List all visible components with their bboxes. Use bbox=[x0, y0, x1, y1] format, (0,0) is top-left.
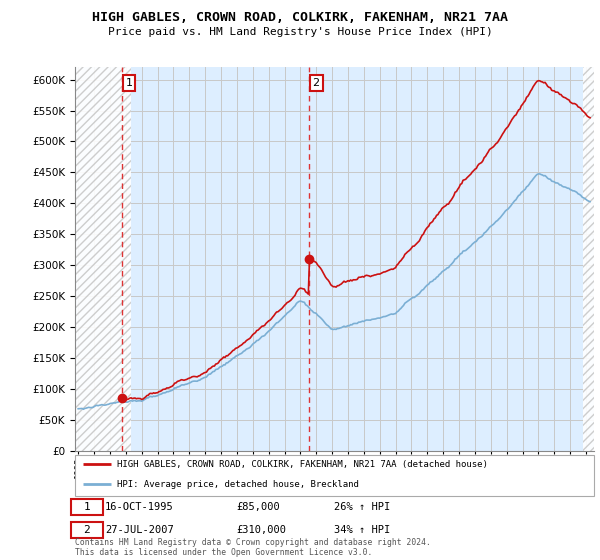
Text: 27-JUL-2007: 27-JUL-2007 bbox=[105, 525, 174, 535]
HIGH GABLES, CROWN ROAD, COLKIRK, FAKENHAM, NR21 7AA (detached house) bbox=[197, 371, 205, 378]
HIGH GABLES, CROWN ROAD, COLKIRK, FAKENHAM, NR21 7AA (detached house) bbox=[533, 78, 541, 85]
Line: HPI: Average price, detached house, Breckland: HPI: Average price, detached house, Brec… bbox=[78, 174, 590, 409]
Text: 1: 1 bbox=[125, 78, 133, 88]
Text: 26% ↑ HPI: 26% ↑ HPI bbox=[335, 502, 391, 512]
Text: 2: 2 bbox=[313, 78, 320, 88]
HPI: Average price, detached house, Breckland: (2e+03, 1.17e+05): Average price, detached house, Breckland… bbox=[199, 375, 206, 382]
Text: £85,000: £85,000 bbox=[236, 502, 280, 512]
HPI: Average price, detached house, Breckland: (1.99e+03, 6.8e+04): Average price, detached house, Breckland… bbox=[74, 405, 82, 412]
FancyBboxPatch shape bbox=[71, 521, 103, 538]
Text: 16-OCT-1995: 16-OCT-1995 bbox=[105, 502, 174, 512]
Text: Contains HM Land Registry data © Crown copyright and database right 2024.
This d: Contains HM Land Registry data © Crown c… bbox=[75, 538, 431, 557]
HPI: Average price, detached house, Breckland: (2.03e+03, 4.03e+05): Average price, detached house, Breckland… bbox=[586, 198, 593, 205]
HIGH GABLES, CROWN ROAD, COLKIRK, FAKENHAM, NR21 7AA (detached house) bbox=[539, 78, 546, 85]
HPI: Average price, detached house, Breckland: (2.01e+03, 2.03e+05): Average price, detached house, Breckland… bbox=[323, 321, 331, 328]
HIGH GABLES, CROWN ROAD, COLKIRK, FAKENHAM, NR21 7AA (detached house) bbox=[310, 258, 317, 264]
HIGH GABLES, CROWN ROAD, COLKIRK, FAKENHAM, NR21 7AA (detached house) bbox=[586, 114, 593, 121]
Text: 1: 1 bbox=[83, 502, 91, 512]
HIGH GABLES, CROWN ROAD, COLKIRK, FAKENHAM, NR21 7AA (detached house) bbox=[322, 274, 329, 281]
Bar bbox=[75, 67, 131, 451]
Text: 34% ↑ HPI: 34% ↑ HPI bbox=[335, 525, 391, 535]
Bar bbox=[583, 67, 599, 451]
Text: HIGH GABLES, CROWN ROAD, COLKIRK, FAKENHAM, NR21 7AA (detached house): HIGH GABLES, CROWN ROAD, COLKIRK, FAKENH… bbox=[116, 460, 487, 469]
Text: HPI: Average price, detached house, Breckland: HPI: Average price, detached house, Brec… bbox=[116, 480, 358, 489]
FancyBboxPatch shape bbox=[75, 455, 594, 496]
FancyBboxPatch shape bbox=[71, 498, 103, 515]
Text: 2: 2 bbox=[83, 525, 91, 535]
HPI: Average price, detached house, Breckland: (2.02e+03, 4.45e+05): Average price, detached house, Breckland… bbox=[541, 172, 548, 179]
HIGH GABLES, CROWN ROAD, COLKIRK, FAKENHAM, NR21 7AA (detached house) bbox=[325, 277, 332, 283]
HPI: Average price, detached house, Breckland: (1.99e+03, 6.72e+04): Average price, detached house, Breckland… bbox=[80, 406, 87, 413]
Text: Price paid vs. HM Land Registry's House Price Index (HPI): Price paid vs. HM Land Registry's House … bbox=[107, 27, 493, 37]
HPI: Average price, detached house, Breckland: (2.02e+03, 4.48e+05): Average price, detached house, Breckland… bbox=[536, 171, 544, 178]
HPI: Average price, detached house, Breckland: (2.02e+03, 4.48e+05): Average price, detached house, Breckland… bbox=[535, 171, 542, 178]
Line: HIGH GABLES, CROWN ROAD, COLKIRK, FAKENHAM, NR21 7AA (detached house): HIGH GABLES, CROWN ROAD, COLKIRK, FAKENH… bbox=[123, 81, 590, 400]
Text: £310,000: £310,000 bbox=[236, 525, 286, 535]
Text: HIGH GABLES, CROWN ROAD, COLKIRK, FAKENHAM, NR21 7AA: HIGH GABLES, CROWN ROAD, COLKIRK, FAKENH… bbox=[92, 11, 508, 24]
HPI: Average price, detached house, Breckland: (2.01e+03, 2.23e+05): Average price, detached house, Breckland… bbox=[311, 310, 319, 316]
HPI: Average price, detached house, Breckland: (2.01e+03, 2e+05): Average price, detached house, Breckland… bbox=[326, 324, 333, 330]
